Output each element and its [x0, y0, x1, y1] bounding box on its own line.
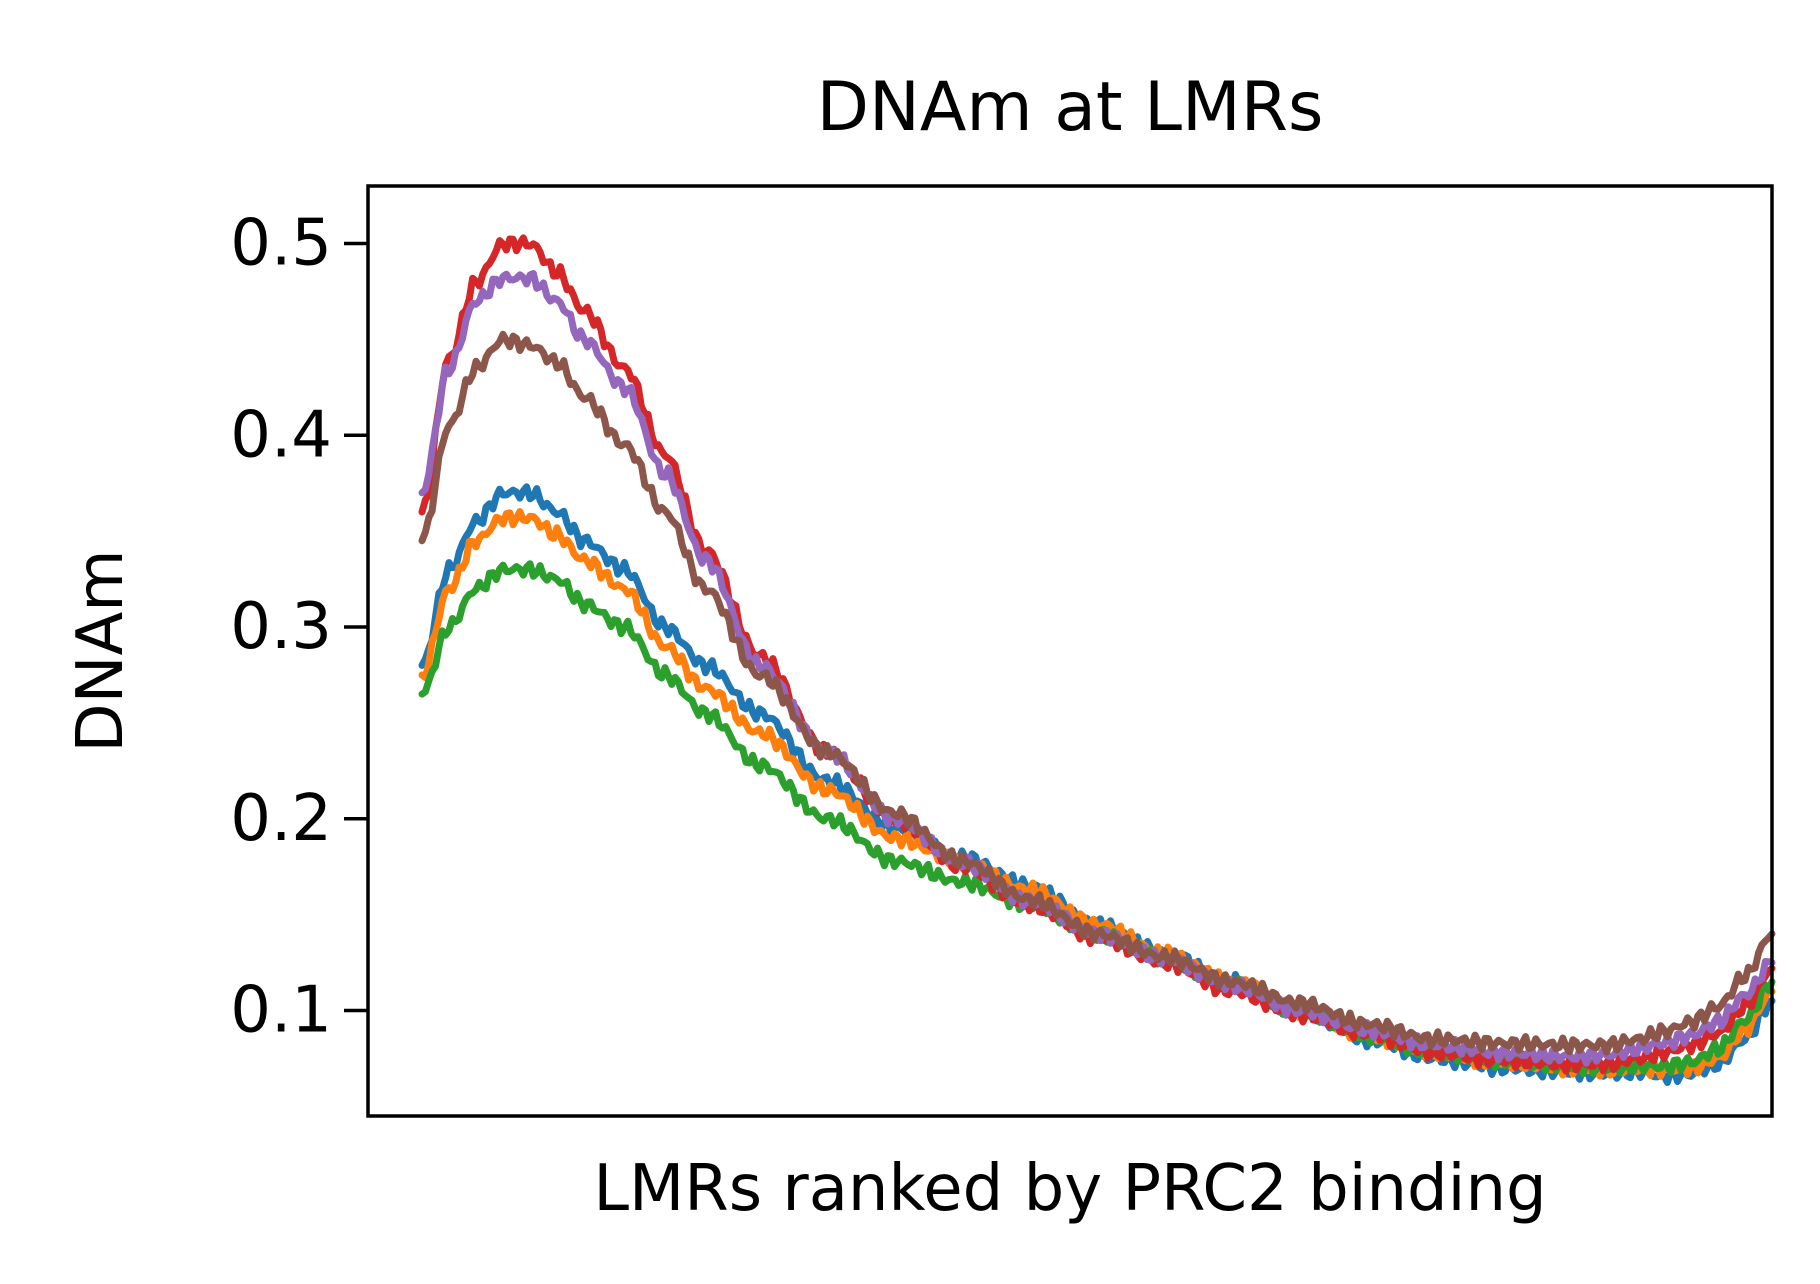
chart-title: DNAm at LMRs	[817, 68, 1324, 147]
y-tick-label: 0.2	[230, 782, 332, 856]
series-line-6	[418, 330, 1776, 1056]
x-axis-label: LMRs ranked by PRC2 binding	[593, 1152, 1546, 1226]
y-tick-label: 0.3	[230, 590, 332, 664]
y-tick-label: 0.4	[230, 398, 332, 472]
series-layer	[418, 234, 1776, 1086]
y-axis: 0.1 0.2 0.3 0.4 0.5	[230, 207, 368, 1048]
y-tick-label: 0.5	[230, 207, 332, 281]
y-axis-label: DNAm	[64, 549, 138, 752]
plot-background	[368, 186, 1772, 1116]
y-tick-label: 0.1	[230, 974, 332, 1048]
plot-frame	[366, 184, 1774, 1118]
